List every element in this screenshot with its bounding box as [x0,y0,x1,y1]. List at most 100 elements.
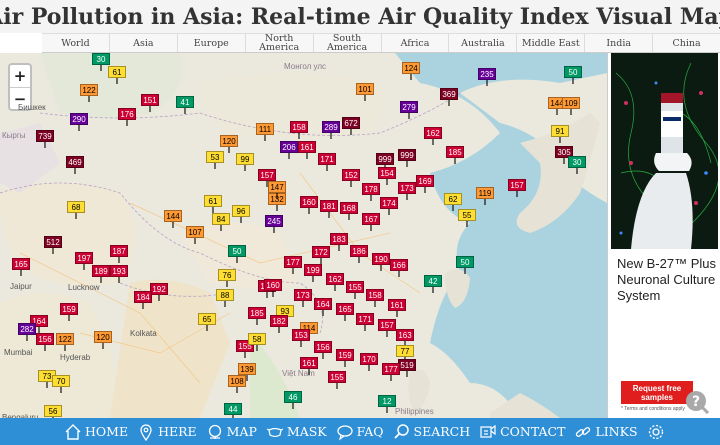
aqi-station-marker[interactable]: 173 [398,182,416,200]
region-tab-north-america[interactable]: North America [244,34,313,52]
aqi-station-marker[interactable]: 107 [186,226,204,244]
aqi-station-marker[interactable]: 193 [110,265,128,283]
aqi-station-marker[interactable]: 185 [248,307,266,325]
aqi-station-marker[interactable]: 50 [564,66,582,84]
aqi-station-marker[interactable]: 68 [67,201,85,219]
aqi-station-marker[interactable]: 305 [555,146,573,164]
region-tab-asia[interactable]: Asia [108,34,177,52]
aqi-station-marker[interactable]: 171 [356,313,374,331]
aqi-station-marker[interactable]: 50 [228,245,246,263]
aqi-station-marker[interactable]: 199 [304,264,322,282]
aqi-station-marker[interactable]: 101 [356,83,374,101]
aqi-station-marker[interactable]: 44 [224,403,242,418]
aqi-station-marker[interactable]: 159 [60,303,78,321]
aqi-station-marker[interactable]: 99 [236,153,254,171]
nav-here[interactable]: HERE [137,423,197,441]
aqi-station-marker[interactable]: 169 [416,175,434,193]
aqi-station-marker[interactable]: 157 [508,179,526,197]
aqi-station-marker[interactable]: 120 [220,135,238,153]
aqi-station-marker[interactable]: 290 [70,113,88,131]
nav-search[interactable]: SEARCH [393,423,470,441]
aqi-station-marker[interactable]: 50 [456,256,474,274]
aqi-station-marker[interactable]: 56 [44,405,62,418]
aqi-station-marker[interactable]: 161 [388,299,406,317]
aqi-station-marker[interactable]: 161 [300,357,318,375]
aqi-station-marker[interactable]: 512 [44,236,62,254]
aqi-station-marker[interactable]: 158 [290,121,308,139]
aqi-station-marker[interactable]: 157 [258,169,276,187]
aqi-station-marker[interactable]: 84 [212,213,230,231]
ad-image[interactable] [611,53,718,249]
aqi-station-marker[interactable]: 178 [362,183,380,201]
aqi-station-marker[interactable]: 168 [340,202,358,220]
region-tab-south-america[interactable]: South America [312,34,381,52]
region-tab-world[interactable]: World [61,37,90,49]
aqi-station-marker[interactable]: 172 [312,246,330,264]
zoom-in-button[interactable]: + [13,67,27,85]
ad-panel[interactable]: New B-27™ Plus Neuronal Culture System R… [607,53,720,418]
aqi-station-marker[interactable]: 96 [232,205,250,223]
aqi-station-marker[interactable]: 181 [320,200,338,218]
aqi-station-marker[interactable]: 672 [342,117,360,135]
aqi-station-marker[interactable]: 162 [424,127,442,145]
aqi-station-marker[interactable]: 91 [551,125,569,143]
aqi-station-marker[interactable]: 76 [218,269,236,287]
aqi-station-marker[interactable]: 119 [476,187,494,205]
aqi-station-marker[interactable]: 65 [198,313,216,331]
aqi-station-marker[interactable]: 155 [346,281,364,299]
region-tab-australia[interactable]: Australia [448,34,516,52]
aqi-station-marker[interactable]: 235 [478,68,496,86]
aqi-station-marker[interactable]: 173 [294,289,312,307]
aqi-station-marker[interactable]: 186 [350,245,368,263]
aqi-station-marker[interactable]: 369 [440,88,458,106]
aqi-station-marker[interactable]: 153 [292,329,310,347]
aqi-station-marker[interactable]: 161 [298,141,316,159]
aqi-station-marker[interactable]: 46 [284,391,302,409]
ad-request-button[interactable]: Request free samples [621,381,693,404]
aqi-station-marker[interactable]: 170 [360,353,378,371]
aqi-station-marker[interactable]: 282 [18,323,36,341]
aqi-station-marker[interactable]: 12 [378,395,396,413]
aqi-station-marker[interactable]: 157 [378,319,396,337]
aqi-station-marker[interactable]: 62 [444,193,462,211]
aqi-station-marker[interactable]: 144 [164,210,182,228]
aqi-station-marker[interactable]: 120 [94,331,112,349]
aqi-station-marker[interactable]: 177 [382,363,400,381]
aqi-station-marker[interactable]: 174 [380,197,398,215]
aqi-station-marker[interactable]: 519 [398,359,416,377]
aqi-station-marker[interactable]: 122 [80,84,98,102]
aqi-station-marker[interactable]: 469 [66,156,84,174]
aqi-station-marker[interactable]: 739 [36,130,54,148]
aqi-station-marker[interactable]: 162 [326,273,344,291]
region-tab-china[interactable]: China [652,34,720,52]
aqi-station-marker[interactable]: 42 [424,275,442,293]
aqi-station-marker[interactable]: 77 [396,345,414,363]
aqi-station-marker[interactable]: 53 [206,151,224,169]
aqi-station-marker[interactable]: 165 [336,303,354,321]
aqi-station-marker[interactable]: 155 [328,371,346,389]
aqi-station-marker[interactable]: 177 [284,256,302,274]
aqi-station-marker[interactable]: 206 [280,141,298,159]
aqi-station-marker[interactable]: 184 [134,291,152,309]
aqi-station-marker[interactable]: 139 [238,363,256,381]
aqi-station-marker[interactable]: 156 [314,341,332,359]
aqi-station-marker[interactable]: 159 [336,349,354,367]
aqi-station-marker[interactable]: 158 [366,289,384,307]
aqi-station-marker[interactable]: 999 [398,149,416,167]
aqi-station-marker[interactable]: 70 [52,375,70,393]
aqi-station-marker[interactable]: 154 [378,167,396,185]
nav-map[interactable]: MAP [206,423,257,441]
aqi-station-marker[interactable]: 279 [400,101,418,119]
air-quality-map[interactable]: + − Монгол улс Бишкек Кыргы Jaipur Lucknow Ko… [0,53,607,418]
aqi-station-marker[interactable]: 61 [108,66,126,84]
aqi-station-marker[interactable]: 192 [150,283,168,301]
aqi-station-marker[interactable]: 176 [118,108,136,126]
aqi-station-marker[interactable]: 164 [314,298,332,316]
aqi-station-marker[interactable]: 30 [568,156,586,174]
aqi-station-marker[interactable]: 187 [110,245,128,263]
region-tab-europe[interactable]: Europe [176,34,245,52]
aqi-station-marker[interactable]: 124 [402,62,420,80]
aqi-station-marker[interactable]: 41 [176,96,194,114]
aqi-station-marker[interactable]: 108 [228,375,246,393]
aqi-station-marker[interactable]: 197 [75,252,93,270]
